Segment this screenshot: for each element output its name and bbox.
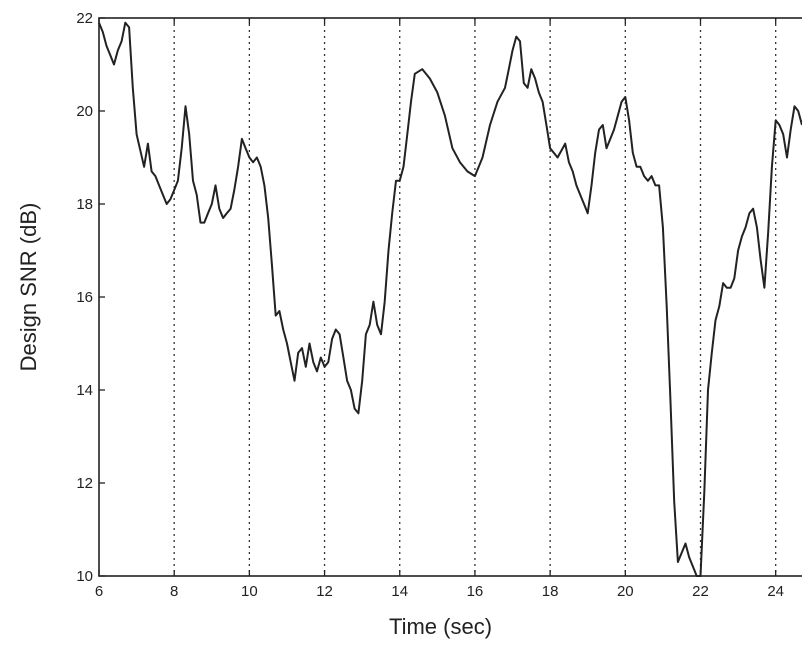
x-tick-labels: 6 8 10 12 14 16 18 20 22 24 [95, 583, 784, 600]
x-tick-label-24: 24 [767, 583, 784, 600]
x-tick-label-18: 18 [542, 583, 559, 600]
y-tick-labels: 10 12 14 16 18 20 22 [76, 10, 93, 585]
plot-frame [98, 17, 802, 577]
axis-ticks [98, 17, 777, 577]
snr-series-line [98, 21, 802, 577]
vertical-grid-lines [173, 18, 777, 576]
y-tick-label-18: 18 [76, 196, 93, 213]
y-tick-label-10: 10 [76, 568, 93, 585]
x-tick-label-10: 10 [241, 583, 258, 600]
y-tick-label-20: 20 [76, 103, 93, 120]
x-tick-label-16: 16 [467, 583, 484, 600]
x-tick-label-20: 20 [617, 583, 634, 600]
x-tick-label-14: 14 [391, 583, 408, 600]
x-tick-label-12: 12 [316, 583, 333, 600]
y-tick-label-14: 14 [76, 382, 93, 399]
x-tick-label-8: 8 [170, 583, 178, 600]
y-axis-label: Design SNR (dB) [16, 203, 41, 372]
y-tick-label-16: 16 [76, 289, 93, 306]
x-tick-label-22: 22 [692, 583, 709, 600]
y-tick-label-12: 12 [76, 475, 93, 492]
x-axis-label: Time (sec) [389, 614, 492, 639]
x-tick-label-6: 6 [95, 583, 103, 600]
y-tick-label-22: 22 [76, 10, 93, 27]
